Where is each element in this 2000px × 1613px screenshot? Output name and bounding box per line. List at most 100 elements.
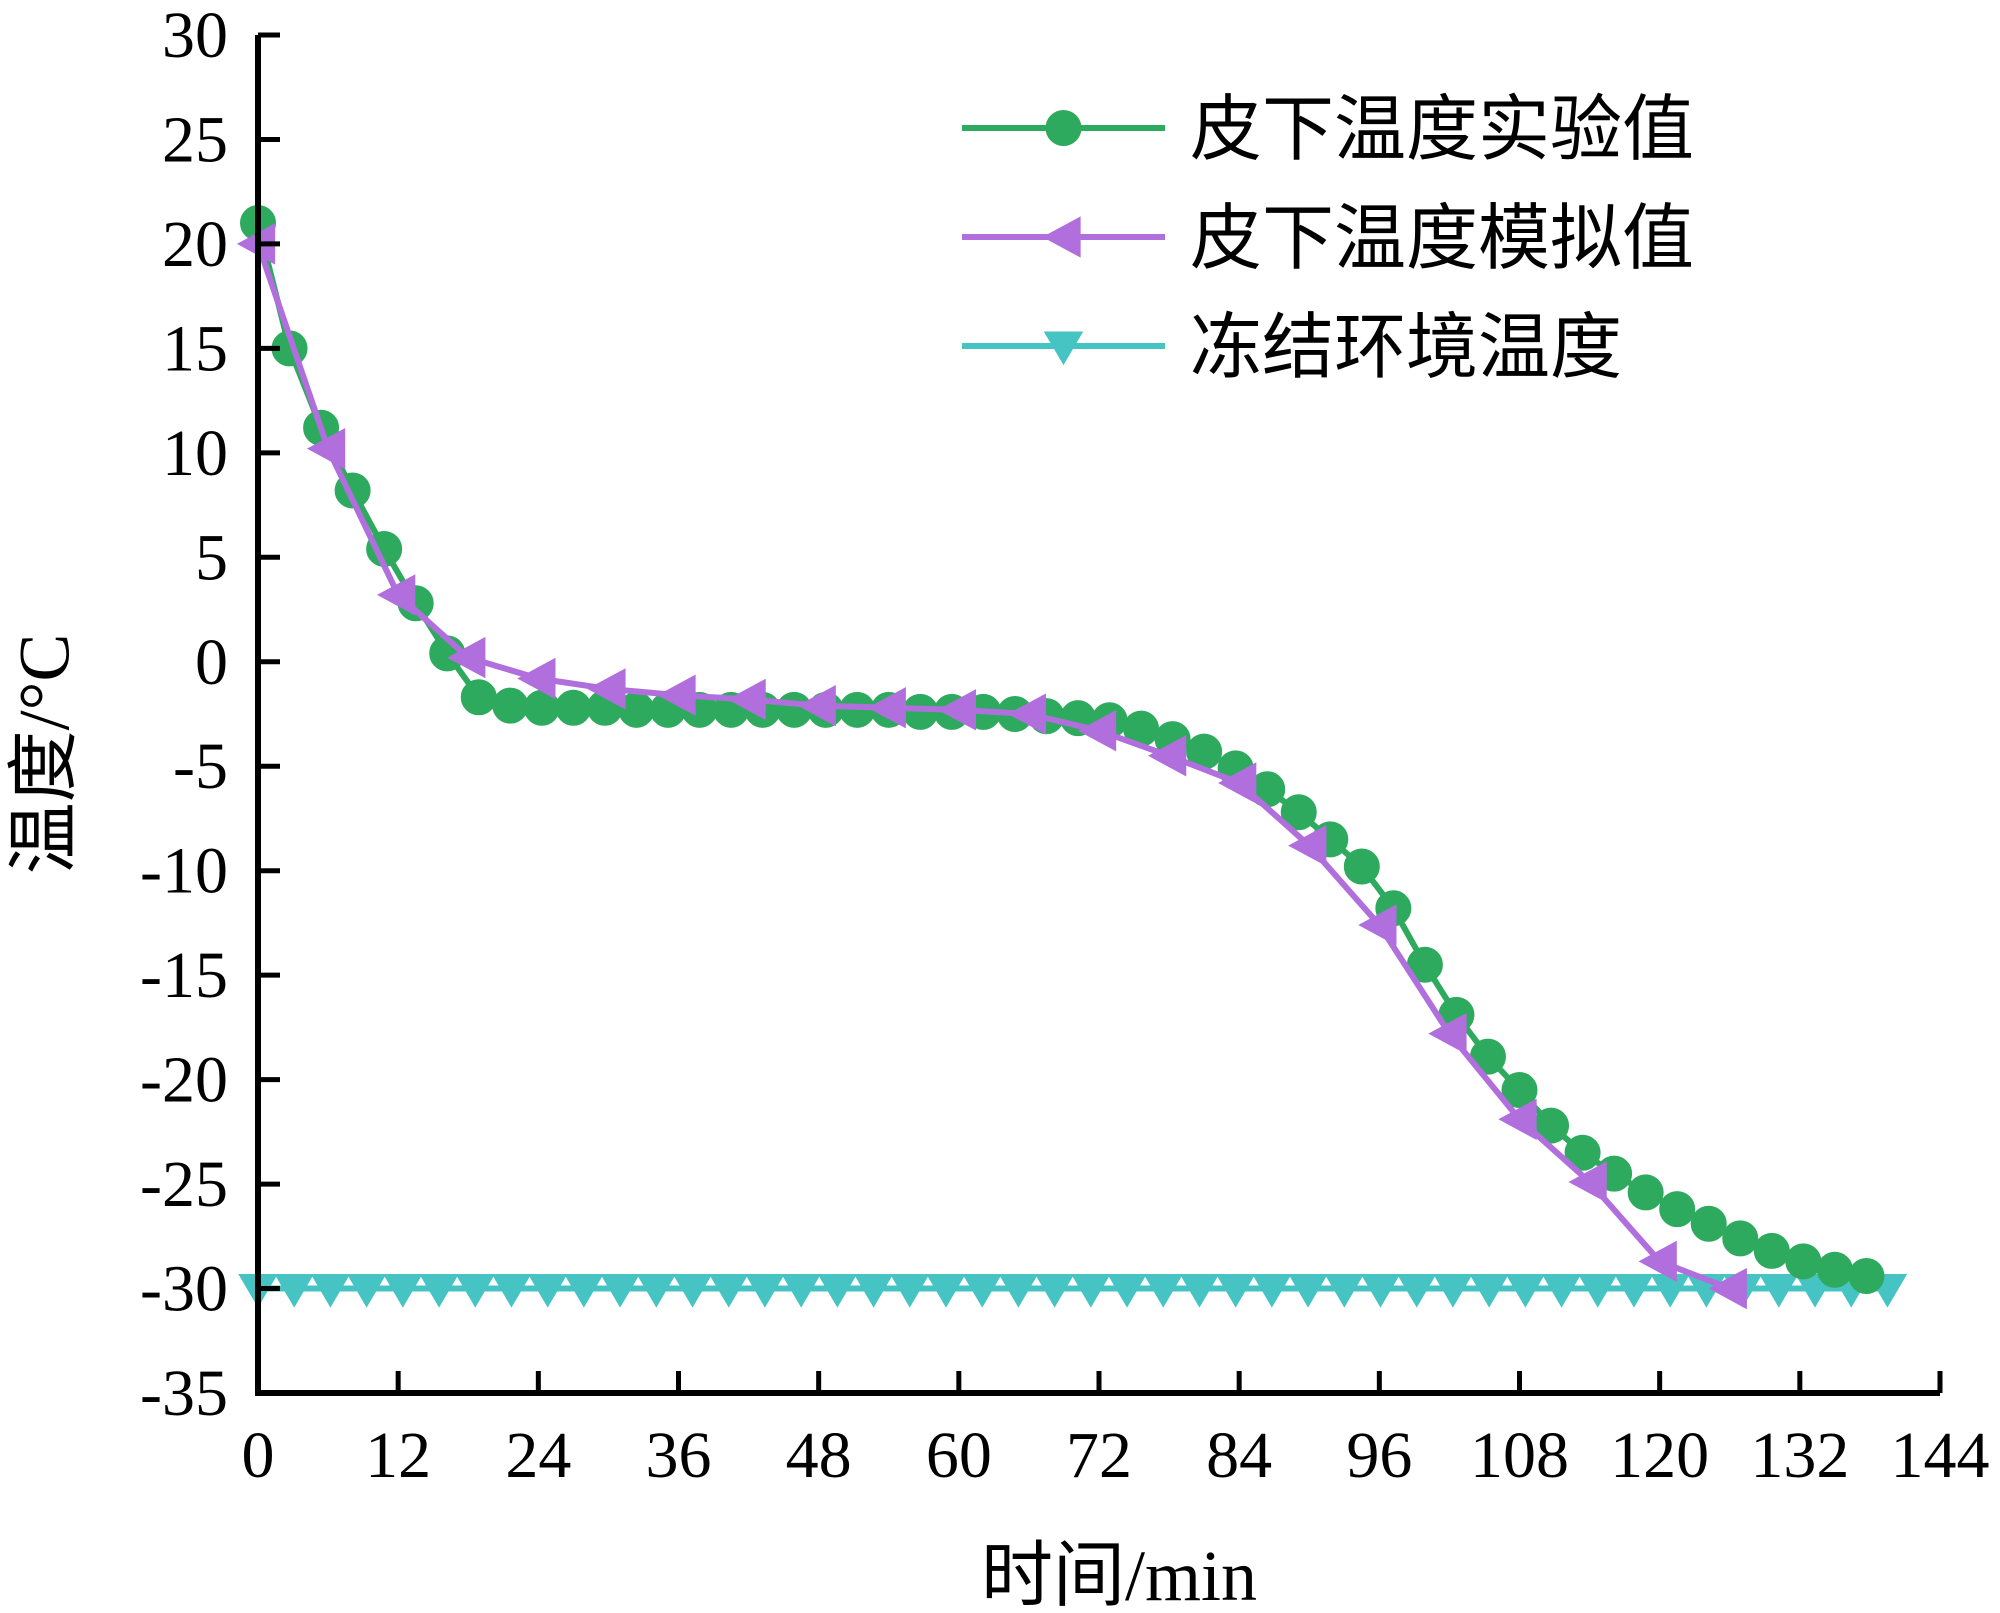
data-point xyxy=(1071,1274,1111,1308)
x-tick-label: 72 xyxy=(1066,1419,1132,1492)
data-point xyxy=(1638,1240,1677,1283)
y-axis-title: 温度/°C xyxy=(5,634,85,875)
data-point xyxy=(1722,1220,1759,1257)
data-point xyxy=(1627,1174,1664,1211)
x-axis-title: 时间/min xyxy=(981,1536,1257,1613)
legend-label: 皮下温度模拟值 xyxy=(1190,199,1694,279)
x-tick-label: 108 xyxy=(1470,1419,1569,1492)
data-point xyxy=(1343,848,1380,885)
x-tick-label: 84 xyxy=(1206,1419,1272,1492)
data-point xyxy=(1360,1274,1401,1308)
data-point xyxy=(447,636,486,679)
legend-item: 皮下温度实验值 xyxy=(962,90,1694,170)
data-point xyxy=(890,1274,930,1308)
legend-item: 皮下温度模拟值 xyxy=(962,199,1694,279)
data-point xyxy=(517,657,556,700)
y-tick-label: 20 xyxy=(162,208,228,281)
legend-label: 冻结环境温度 xyxy=(1190,308,1622,388)
data-point xyxy=(527,1274,568,1308)
data-point xyxy=(564,1274,604,1308)
data-point xyxy=(817,1274,858,1308)
legend-marker xyxy=(1043,331,1084,366)
data-point xyxy=(1218,762,1257,804)
data-point xyxy=(745,1274,785,1308)
y-tick-label: 10 xyxy=(162,417,228,490)
data-point xyxy=(727,678,766,721)
data-point xyxy=(1324,1274,1365,1308)
data-point xyxy=(383,1274,423,1308)
y-ticks: 30 25 20 15 10 5 0 -5 -10 -15 -20 -25 -30 -35 xyxy=(140,0,280,1430)
x-ticks: 0 12 24 36 48 60 72 84 96 108 120 132 144 xyxy=(242,1371,1990,1492)
data-point xyxy=(1428,1012,1467,1055)
data-point xyxy=(419,1274,459,1308)
data-point xyxy=(1252,1274,1292,1308)
legend-label: 皮下温度实验值 xyxy=(1190,90,1694,170)
data-point xyxy=(1215,1274,1256,1308)
data-point xyxy=(962,1274,1002,1308)
data-point xyxy=(346,1274,387,1308)
plot-area: 30 25 20 15 10 5 0 -5 -10 -15 -20 -25 -30 -35 0 12 24 36… xyxy=(140,0,1989,1492)
y-tick-label: 15 xyxy=(162,312,228,385)
data-point xyxy=(1280,794,1317,831)
data-point xyxy=(310,1274,351,1308)
series-line xyxy=(255,222,1867,1279)
y-tick-label: 30 xyxy=(162,0,228,72)
data-point xyxy=(491,1274,532,1308)
data-point xyxy=(853,1274,894,1308)
data-point xyxy=(636,1274,677,1308)
data-point xyxy=(797,684,836,727)
data-point xyxy=(1007,693,1047,735)
data-point xyxy=(1759,1274,1799,1308)
x-tick-label: 96 xyxy=(1346,1419,1412,1492)
data-point xyxy=(455,1274,496,1308)
y-tick-label: 5 xyxy=(195,521,228,594)
legend-item: 冻结环境温度 xyxy=(962,308,1622,388)
data-point xyxy=(926,1274,966,1308)
data-point xyxy=(1433,1274,1473,1308)
data-point xyxy=(587,668,626,710)
data-point xyxy=(600,1274,640,1308)
data-point xyxy=(1396,1274,1437,1308)
series-layer xyxy=(236,205,1908,1310)
x-tick-label: 132 xyxy=(1750,1419,1849,1492)
series-line xyxy=(255,242,1731,1292)
data-point xyxy=(492,687,529,724)
x-tick-label: 12 xyxy=(365,1419,431,1492)
data-point xyxy=(1505,1274,1546,1308)
data-point xyxy=(1288,1274,1328,1308)
data-point xyxy=(672,1274,713,1308)
data-point xyxy=(1107,1274,1147,1308)
x-tick-label: 120 xyxy=(1610,1419,1709,1492)
data-point xyxy=(657,674,696,716)
y-tick-label: -10 xyxy=(140,835,228,908)
y-tick-label: -15 xyxy=(140,939,228,1012)
series-3 xyxy=(238,1274,1908,1308)
data-point xyxy=(1564,1134,1601,1171)
data-point xyxy=(1501,1072,1538,1109)
data-point xyxy=(1179,1274,1220,1308)
x-tick-label: 24 xyxy=(505,1419,571,1492)
data-point xyxy=(1708,1267,1747,1310)
data-point xyxy=(1034,1274,1075,1308)
x-tick-label: 0 xyxy=(242,1419,275,1492)
data-point xyxy=(708,1274,749,1308)
data-point xyxy=(306,427,346,470)
data-point xyxy=(1785,1243,1822,1280)
y-tick-label: 25 xyxy=(162,103,228,176)
data-point xyxy=(555,689,592,726)
y-tick-label: -20 xyxy=(140,1044,228,1117)
data-point xyxy=(460,679,497,716)
data-point xyxy=(781,1274,821,1308)
data-point xyxy=(1147,735,1187,777)
data-point xyxy=(1288,824,1327,867)
x-tick-label: 48 xyxy=(786,1419,852,1492)
data-point xyxy=(1568,1161,1607,1203)
x-tick-label: 144 xyxy=(1891,1419,1990,1492)
data-point xyxy=(1578,1274,1618,1308)
data-point xyxy=(998,1274,1039,1308)
data-point xyxy=(1690,1205,1727,1242)
data-point xyxy=(274,1274,314,1308)
data-point xyxy=(1143,1274,1183,1308)
